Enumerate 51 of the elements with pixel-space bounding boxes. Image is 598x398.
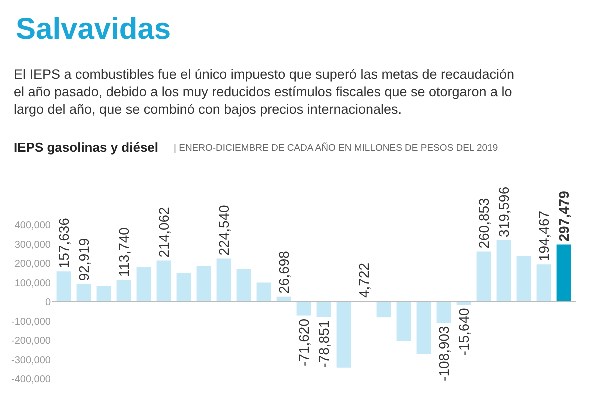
- y-tick-label: -400,000: [12, 374, 52, 386]
- data-label: -15,640: [456, 308, 472, 356]
- bar: [116, 280, 132, 302]
- data-label: 260,853: [476, 198, 492, 249]
- data-label: 4,722: [356, 262, 372, 298]
- bar: [96, 286, 112, 302]
- data-label: 214,062: [156, 206, 172, 258]
- bar: [496, 240, 512, 302]
- data-label: -108,903: [436, 326, 452, 382]
- bar: [236, 269, 252, 302]
- bar: [416, 302, 432, 354]
- data-label: 113,740: [116, 227, 132, 278]
- data-label: 92,919: [76, 238, 92, 282]
- y-tick-label: -200,000: [12, 336, 52, 347]
- y-tick-label: 100,000: [14, 278, 52, 290]
- bar: [136, 268, 152, 302]
- bar: [396, 302, 412, 342]
- bar: [556, 244, 572, 302]
- bar: [256, 282, 272, 302]
- text: | ENERO-DICIEMBRE DE CADA AÑO EN MILLONES DE PESOS DEL 2019: [174, 142, 498, 154]
- data-label: 194,467: [536, 210, 552, 262]
- bar: [76, 284, 92, 302]
- y-tick-label: 0: [45, 298, 52, 308]
- bar: [56, 272, 72, 302]
- bar: [436, 302, 452, 323]
- bar: [516, 256, 532, 302]
- bar: [336, 302, 352, 368]
- data-label: -78,851: [316, 320, 332, 368]
- y-tick-label: -100,000: [12, 316, 52, 328]
- data-label: 297,479: [556, 190, 572, 242]
- text: IEPS gasolinas y diésel: [14, 140, 159, 155]
- bar: [316, 302, 332, 318]
- y-tick-label: 300,000: [14, 240, 52, 251]
- data-label: -71,620: [296, 318, 312, 366]
- bar: [536, 264, 552, 302]
- bar: [296, 302, 312, 316]
- y-tick-label: 200,000: [14, 259, 52, 270]
- data-label: 224,540: [216, 204, 232, 256]
- y-tick-label: -300,000: [12, 355, 52, 366]
- data-label: 319,596: [496, 186, 512, 238]
- data-label: 157,636: [56, 218, 72, 269]
- bar: [156, 260, 172, 302]
- bar: [376, 302, 392, 318]
- chart-subtitle: El IEPS a combustibles fue el único impuesto que superó las metas de recaudación el año pasado, debido a los muy reducidos estímulos fiscales que se otorgaron a lo largo del año, que se combinó con bajos precios internacionales.: [14, 67, 515, 118]
- bar: [216, 258, 232, 302]
- data-label: 26,698: [276, 250, 292, 294]
- bar: [176, 273, 192, 302]
- chart-title: Salvavidas: [16, 13, 172, 46]
- bar: [476, 252, 492, 302]
- y-tick-label: 400,000: [14, 220, 52, 232]
- bar: [196, 266, 212, 302]
